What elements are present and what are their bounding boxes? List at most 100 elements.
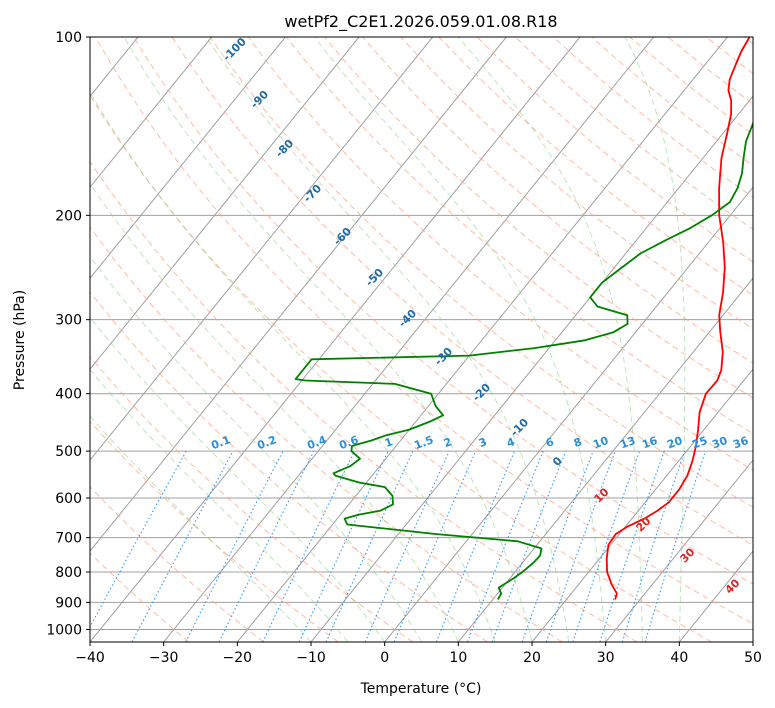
isotherm-line: [90, 37, 360, 370]
dry-adiabat-line: [171, 37, 753, 546]
dry-adiabat-line: [438, 37, 753, 296]
mixing-ratio-label: 3: [477, 435, 489, 450]
dry-adiabat-line: [95, 37, 753, 625]
isotherm-line: [605, 459, 753, 642]
mixing-ratio-label: 25: [690, 434, 709, 451]
dry-adiabat-line: [90, 291, 488, 642]
mixing-ratio-line: [364, 450, 450, 642]
moist-adiabat-line: [314, 37, 607, 642]
moist-adiabat-line: [458, 37, 643, 642]
mixing-ratio-label: 36: [731, 434, 750, 452]
y-tick-label: 600: [55, 491, 82, 507]
isotherm-line: [236, 37, 728, 642]
isotherm-line: [531, 368, 753, 642]
y-tick-label: 800: [55, 565, 82, 581]
dewpoint-profile-line: [294, 119, 753, 600]
x-tick-label: 40: [670, 650, 688, 666]
mixing-ratio-line: [393, 450, 477, 642]
y-tick-label: 1000: [46, 622, 82, 638]
mixing-ratio-line: [521, 450, 594, 642]
plot-frame: [89, 36, 754, 643]
y-tick-label: 100: [55, 30, 82, 46]
plot-background: [90, 37, 753, 642]
moist-adiabat-line: [205, 37, 570, 642]
mixing-ratio-line: [90, 450, 187, 629]
dry-adiabat-line: [400, 37, 753, 330]
x-tick-label: −20: [223, 650, 253, 666]
dry-adiabat-line: [247, 37, 753, 471]
background-lines: [0, 37, 753, 642]
mixing-ratio-label: 0.6: [337, 433, 360, 452]
x-axis-label: Temperature (°C): [360, 681, 482, 697]
temperature-profile-line: [605, 37, 751, 600]
y-tick-label: 200: [55, 208, 82, 224]
isotherm-line: [457, 277, 753, 642]
mixing-ratio-label: 4: [505, 435, 517, 450]
isotherm-line: [752, 641, 753, 642]
dry-adiabat-line: [90, 355, 414, 642]
mixing-ratio-line: [572, 450, 641, 642]
moist-adiabat-line: [624, 37, 686, 642]
x-tick-label: 10: [449, 650, 467, 666]
isotherm-line: [90, 37, 434, 461]
mixing-ratio-label: 20: [665, 434, 684, 452]
y-axis-label: Pressure (hPa): [12, 290, 28, 390]
mixing-ratio-label: 13: [618, 434, 637, 451]
mixing-ratio-line: [644, 450, 707, 642]
mixing-ratio-label: 10: [591, 434, 610, 452]
dry-adiabat-line: [90, 160, 638, 642]
mixing-ratio-label: 8: [572, 435, 584, 450]
dry-adiabat-line: [90, 226, 563, 642]
x-tick-label: 0: [380, 650, 389, 666]
mixing-ratio-line: [491, 450, 567, 642]
axis-ticks: −40 −30 −20 −10 0 10 20 30 40 5010020030040050060…: [46, 30, 762, 666]
y-tick-label: 400: [55, 387, 82, 403]
mixing-ratio-label: 0.2: [255, 433, 278, 452]
x-tick-label: −10: [296, 650, 326, 666]
moist-adiabat-line: [90, 316, 386, 642]
profiles: [294, 37, 753, 600]
isotherm-line: [0, 37, 64, 642]
x-tick-label: 50: [744, 650, 762, 666]
isotherm-line: [384, 186, 753, 642]
moist-adiabat-line: [90, 368, 349, 642]
mixing-ratio-label: 1.5: [412, 433, 435, 452]
isotherm-line: [90, 37, 507, 552]
mixing-ratio-line: [466, 450, 544, 642]
x-tick-label: 30: [597, 650, 615, 666]
dry-adiabat-line: [209, 37, 753, 508]
mixing-ratio-line: [545, 450, 616, 642]
isotherm-line: [90, 37, 286, 280]
chart-title: wetPf2_C2E1.2026.059.01.08.R18: [284, 12, 557, 32]
mixing-ratio-label: 2: [442, 435, 454, 450]
mixing-ratio-label: 30: [710, 434, 729, 452]
mixing-ratio-line: [435, 450, 516, 642]
dry-adiabat-line: [133, 37, 753, 585]
mixing-ratio-label: 0.1: [209, 433, 232, 452]
mixing-ratio-line: [131, 450, 234, 642]
dry-adiabat-line: [90, 552, 190, 642]
isotherm-line: [90, 37, 581, 642]
y-tick-label: 700: [55, 531, 82, 547]
mixing-ratio-label: 0.4: [305, 433, 328, 452]
moist-adiabat-line: [90, 91, 496, 642]
mixing-ratio-label: 6: [544, 435, 556, 450]
isotherm-line: [163, 37, 655, 642]
x-tick-label: −30: [149, 650, 179, 666]
y-tick-label: 300: [55, 313, 82, 329]
x-tick-label: 20: [523, 650, 541, 666]
mixing-ratio-line: [185, 450, 284, 642]
dry-adiabat-line: [90, 94, 712, 642]
dry-adiabat-line: [90, 420, 339, 642]
mixing-ratio-line: [218, 450, 315, 642]
mixing-ratio-label: 16: [640, 434, 659, 452]
x-tick-label: −40: [75, 650, 105, 666]
isotherm-line: [90, 37, 213, 189]
mixing-ratio-label: 1: [383, 435, 395, 450]
moist-adiabat-line: [123, 37, 533, 642]
mixing-ratio-line: [621, 450, 686, 642]
y-tick-label: 900: [55, 595, 82, 611]
y-tick-label: 500: [55, 444, 82, 460]
mixing-ratio-line: [599, 450, 665, 642]
